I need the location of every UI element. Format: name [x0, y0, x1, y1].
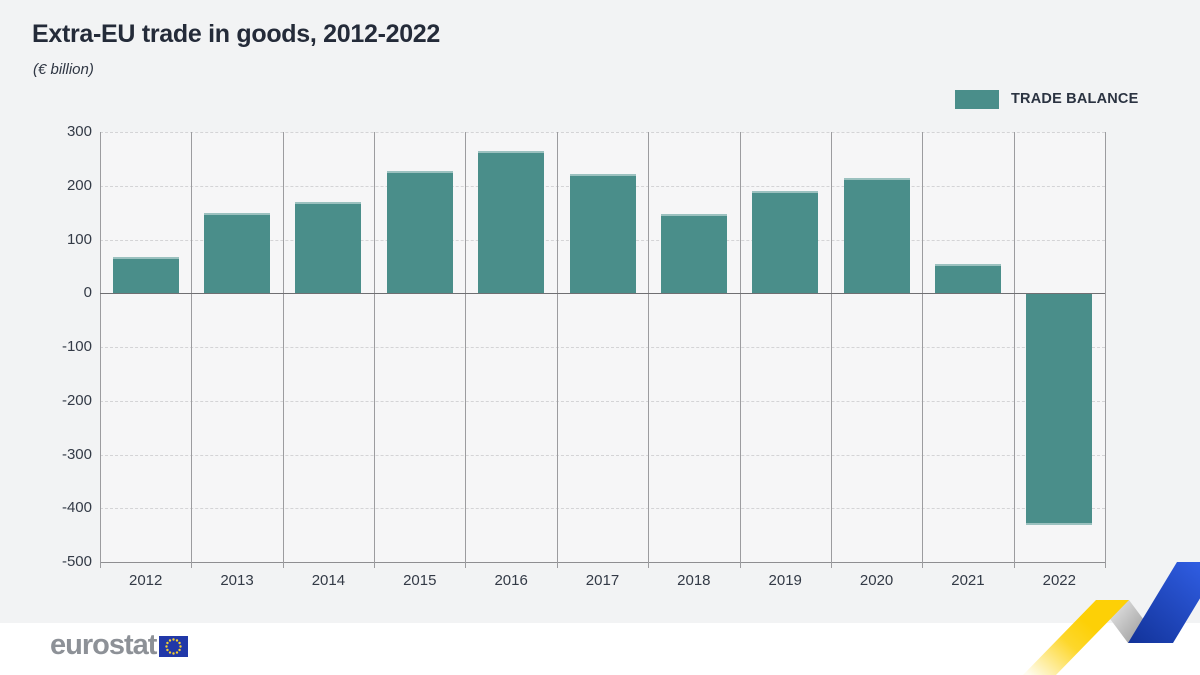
- zero-axis-line: [100, 293, 1105, 295]
- chart-title: Extra-EU trade in goods, 2012-2022: [32, 20, 441, 48]
- gridline: [100, 508, 1105, 510]
- gridline: [100, 347, 1105, 348]
- legend-label: TRADE BALANCE: [1011, 91, 1139, 107]
- category-separator-line: [374, 132, 375, 568]
- eurostat-logo[interactable]: eurostat: [50, 629, 189, 661]
- category-separator-line: [740, 132, 741, 568]
- footer-bar: eurostat: [0, 623, 1200, 675]
- x-tick-label-2020: 2020: [859, 572, 894, 589]
- category-separator-line: [1014, 132, 1015, 568]
- bar-2019[interactable]: [752, 191, 818, 294]
- y-tick-label: 200: [66, 176, 92, 194]
- x-tick-label-2016: 2016: [494, 572, 528, 589]
- category-separator-line: [557, 132, 558, 568]
- chart-unit-subtitle: (€ billion): [33, 61, 94, 78]
- y-tick-label: -400: [61, 499, 92, 517]
- bar-2017[interactable]: [570, 173, 636, 294]
- gridline: [100, 400, 1105, 402]
- bar-2014[interactable]: [295, 201, 361, 294]
- x-tick-label-2022: 2022: [1042, 572, 1076, 589]
- category-separator-line: [922, 132, 923, 568]
- bar-2015[interactable]: [387, 170, 453, 294]
- bar-2020[interactable]: [844, 177, 910, 294]
- x-tick-label-2018: 2018: [677, 572, 711, 589]
- x-tick-label-2019: 2019: [768, 572, 802, 589]
- legend-item-trade-balance[interactable]: TRADE BALANCE: [955, 89, 1138, 109]
- y-tick-label: 100: [66, 230, 92, 248]
- bar-2021[interactable]: [935, 263, 1001, 294]
- category-separator-line: [283, 132, 284, 568]
- x-tick-label-2014: 2014: [311, 572, 346, 589]
- x-tick-label-2021: 2021: [951, 572, 985, 589]
- y-tick-label: 300: [66, 123, 92, 140]
- category-separator-line: [648, 132, 649, 568]
- bar-2012[interactable]: [113, 256, 179, 294]
- gridline: [100, 132, 1105, 133]
- x-tick-label-2015: 2015: [403, 572, 437, 589]
- y-tick-label: -200: [61, 391, 92, 409]
- x-tick-label-2013: 2013: [220, 572, 254, 589]
- category-separator-line: [831, 132, 832, 568]
- y-axis-line: [100, 132, 101, 568]
- x-tick-label-2017: 2017: [585, 572, 620, 589]
- category-separator-line: [191, 132, 192, 568]
- y-tick-label: -500: [61, 553, 92, 570]
- legend-swatch-icon: [955, 89, 999, 109]
- y-tick-label: 0: [83, 284, 92, 302]
- x-tick-label-2012: 2012: [128, 572, 163, 589]
- bar-2018[interactable]: [661, 213, 727, 294]
- eurostat-wordmark: eurostat: [50, 629, 157, 661]
- bar-2022[interactable]: [1026, 294, 1092, 526]
- bar-2016[interactable]: [478, 151, 544, 294]
- eu-flag-icon: [159, 636, 189, 657]
- category-separator-line: [465, 132, 466, 568]
- gridline: [100, 454, 1105, 456]
- bar-2013[interactable]: [204, 212, 270, 294]
- category-separator-line: [1105, 132, 1106, 568]
- x-axis-line: [100, 562, 1105, 563]
- bar-chart-plot-area: 2012 2013 2014 2015 2016 2017 2018 2019 2020 2021…: [100, 132, 1106, 589]
- y-axis-labels: 300 200 100 0 -100 -200 -300 -400 -500: [38, 123, 92, 570]
- y-tick-label: -100: [61, 338, 92, 355]
- y-tick-label: -300: [61, 445, 92, 463]
